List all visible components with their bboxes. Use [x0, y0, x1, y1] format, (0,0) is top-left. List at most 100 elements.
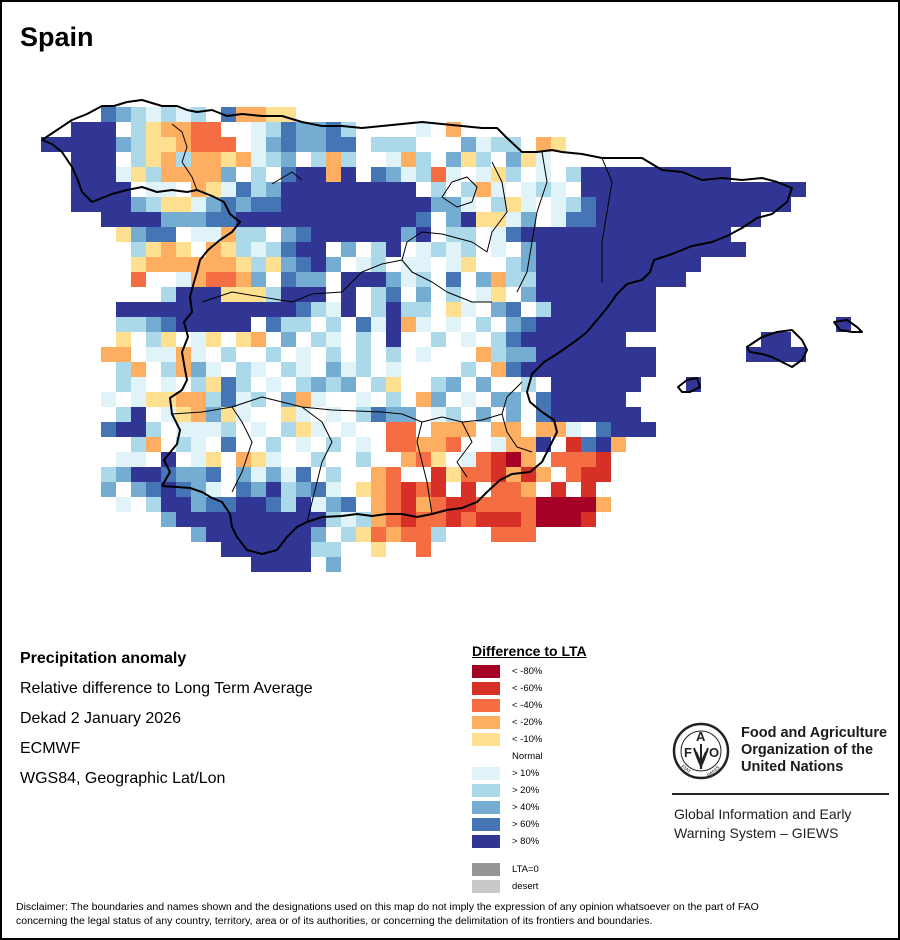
- grid-cell: [386, 497, 401, 512]
- grid-cell: [161, 227, 176, 242]
- grid-cell: [446, 407, 461, 422]
- grid-cell: [446, 362, 461, 377]
- grid-cell: [176, 392, 191, 407]
- grid-cell: [506, 527, 521, 542]
- grid-cell: [191, 437, 206, 452]
- grid-cell: [446, 242, 461, 257]
- grid-cell: [431, 182, 446, 197]
- grid-cell: [566, 422, 581, 437]
- grid-cell: [86, 152, 101, 167]
- grid-cell: [281, 212, 296, 227]
- grid-cell: [326, 377, 341, 392]
- grid-cell: [191, 107, 206, 122]
- legend-label: > 10%: [512, 768, 540, 779]
- grid-cell: [386, 287, 401, 302]
- grid-cell: [236, 317, 251, 332]
- grid-cell: [476, 137, 491, 152]
- grid-cell: [341, 422, 356, 437]
- grid-cell: [446, 482, 461, 497]
- grid-cell: [626, 197, 641, 212]
- disclaimer: Disclaimer: The boundaries and names sho…: [16, 900, 896, 928]
- grid-cell: [371, 152, 386, 167]
- grid-cell: [131, 407, 146, 422]
- grid-cell: [476, 377, 491, 392]
- grid-cell: [251, 107, 266, 122]
- grid-cell: [326, 452, 341, 467]
- grid-cell: [371, 197, 386, 212]
- grid-cell: [71, 197, 86, 212]
- grid-cell: [101, 167, 116, 182]
- grid-cell: [386, 332, 401, 347]
- grid-cell: [221, 512, 236, 527]
- grid-cell: [71, 122, 86, 137]
- grid-cell: [221, 302, 236, 317]
- grid-cell: [341, 317, 356, 332]
- grid-cell: [161, 497, 176, 512]
- grid-cell: [176, 482, 191, 497]
- grid-cell: [506, 422, 521, 437]
- legend-item: < -80%: [472, 663, 587, 680]
- grid-cell: [641, 302, 656, 317]
- grid-cell: [521, 527, 536, 542]
- grid-cell: [311, 437, 326, 452]
- grid-cell: [326, 362, 341, 377]
- grid-cell: [461, 167, 476, 182]
- grid-cell: [596, 302, 611, 317]
- grid-cell: [416, 212, 431, 227]
- grid-cell: [461, 287, 476, 302]
- grid-cell: [446, 467, 461, 482]
- grid-cell: [251, 467, 266, 482]
- grid-cell: [371, 227, 386, 242]
- legend-item: < -10%: [472, 731, 587, 748]
- grid-cell: [356, 287, 371, 302]
- grid-cell: [146, 392, 161, 407]
- grid-cell: [746, 197, 761, 212]
- grid-cell: [176, 497, 191, 512]
- grid-cell: [461, 272, 476, 287]
- grid-cell: [611, 377, 626, 392]
- grid-cell: [416, 272, 431, 287]
- grid-cell: [611, 227, 626, 242]
- grid-cell: [341, 242, 356, 257]
- grid-cell: [491, 302, 506, 317]
- grid-cell: [491, 377, 506, 392]
- grid-cell: [326, 542, 341, 557]
- grid-cell: [296, 167, 311, 182]
- grid-cell: [131, 392, 146, 407]
- grid-cell: [551, 302, 566, 317]
- grid-cell: [296, 497, 311, 512]
- grid-cell: [161, 257, 176, 272]
- grid-cell: [581, 482, 596, 497]
- grid-cell: [386, 272, 401, 287]
- grid-cell: [191, 497, 206, 512]
- grid-cell: [266, 272, 281, 287]
- grid-cell: [566, 302, 581, 317]
- grid-cell: [626, 257, 641, 272]
- grid-cell: [236, 452, 251, 467]
- grid-cell: [206, 317, 221, 332]
- grid-cell: [326, 527, 341, 542]
- grid-cell: [611, 347, 626, 362]
- grid-cell: [296, 257, 311, 272]
- grid-cell: [101, 362, 116, 377]
- grid-cell: [461, 182, 476, 197]
- grid-cell: [581, 407, 596, 422]
- grid-cell: [146, 122, 161, 137]
- grid-cell: [266, 317, 281, 332]
- fao-logo-icon: F A O FIAT PANIS: [672, 722, 730, 780]
- grid-cell: [101, 122, 116, 137]
- grid-cell: [431, 362, 446, 377]
- grid-cell: [176, 467, 191, 482]
- giews-line1: Global Information and Early: [674, 806, 852, 822]
- grid-cell: [596, 497, 611, 512]
- grid-cell: [146, 197, 161, 212]
- grid-cell: [566, 437, 581, 452]
- grid-cell: [356, 422, 371, 437]
- grid-cell: [536, 332, 551, 347]
- grid-cell: [401, 212, 416, 227]
- grid-cell: [356, 497, 371, 512]
- grid-cell: [251, 122, 266, 137]
- grid-cell: [131, 422, 146, 437]
- grid-cell: [536, 362, 551, 377]
- grid-cell: [101, 377, 116, 392]
